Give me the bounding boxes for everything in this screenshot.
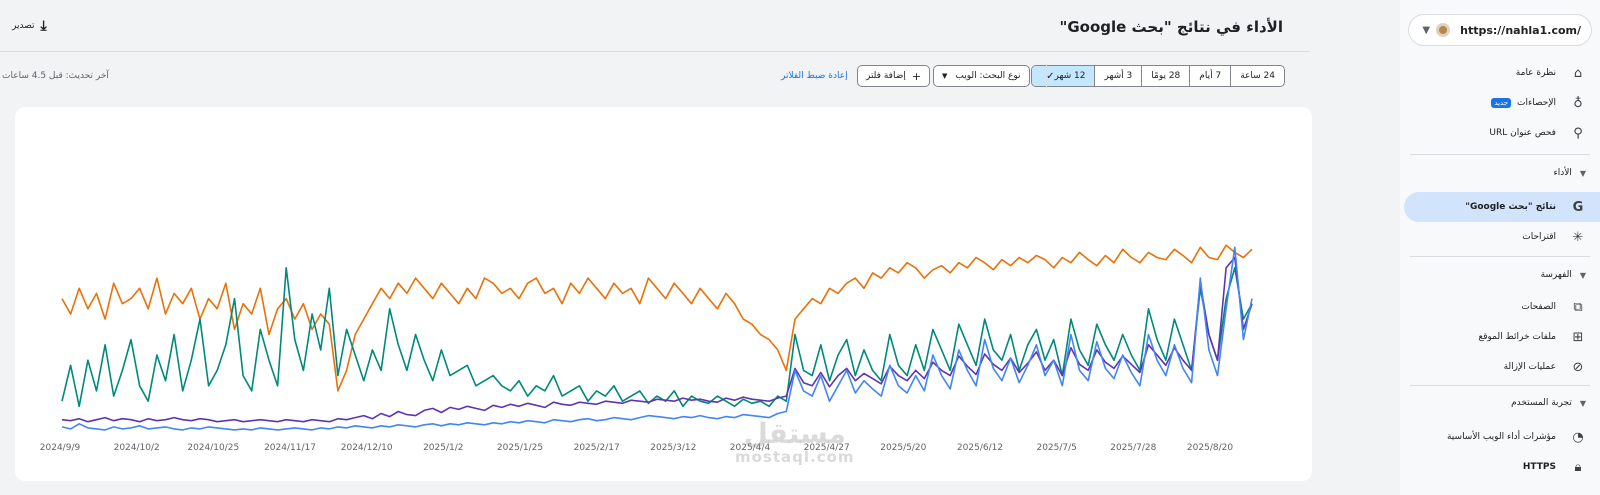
performance-card: ✓ إجمالي عدد النقرات 15.7 ألف ? ✓ إجمالي ع… <box>15 107 1312 481</box>
checkbox-icon[interactable]: ✓ <box>1132 123 1142 133</box>
x-tick-label: 2025/1/2 <box>423 443 463 453</box>
last-updated-text: آخر تحديث: قبل 4.5 ساعات <box>2 71 109 81</box>
export-label: تصدير <box>12 21 35 31</box>
x-tick-label: 2025/8/20 <box>1187 443 1233 453</box>
export-button[interactable]: تصدير ⤓ <box>12 18 47 34</box>
x-tick-label: 2025/4/27 <box>804 443 850 453</box>
range-24h[interactable]: 24 ساعة <box>1230 66 1284 86</box>
sidebar-item-suggestions[interactable]: ✳ اقتراحات <box>1400 222 1600 252</box>
x-tick-label: 2025/2/17 <box>574 443 620 453</box>
check-icon: ✓ <box>1046 70 1055 82</box>
sidebar-item-url-inspection[interactable]: ⚲ فحص عنوان URL <box>1400 118 1600 148</box>
filter-divider <box>1046 64 1047 88</box>
x-tick-label: 2024/11/17 <box>264 443 316 453</box>
series-line <box>61 246 1253 431</box>
x-tick-label: 2025/5/20 <box>880 443 926 453</box>
page-title: الأداء في نتائج "بحث Google" <box>1059 18 1284 36</box>
metric-value: 15.7 ألف <box>1176 139 1276 167</box>
series-line <box>61 244 1253 392</box>
sitemap-icon: ⊞ <box>1572 329 1584 345</box>
x-tick-label: 2025/6/12 <box>957 443 1003 453</box>
section-indexing[interactable]: ▼ الفهرسة <box>1540 270 1586 280</box>
metric-value: 9 <box>858 139 874 167</box>
home-icon: ⌂ <box>1573 65 1583 81</box>
add-filter-button[interactable]: + إضافة فلتر <box>857 65 931 87</box>
sidebar-item-insights[interactable]: ♁ الإحصاءات جديد <box>1400 88 1600 118</box>
x-tick-label: 2024/10/25 <box>187 443 239 453</box>
range-3m[interactable]: 3 أشهر <box>1094 66 1141 86</box>
metric-clicks[interactable]: ✓ إجمالي عدد النقرات 15.7 ألف ? <box>1152 107 1286 189</box>
site-favicon-icon <box>1436 23 1451 37</box>
property-selector[interactable]: https://nahla1.com/ ▼ <box>1408 14 1592 46</box>
x-tick-label: 2025/3/12 <box>650 443 696 453</box>
caret-down-icon: ▼ <box>1579 398 1586 408</box>
header-divider <box>0 51 1310 52</box>
metric-position[interactable]: ✓ متوسط موضع الإعلان 9 ? <box>750 107 884 189</box>
checkbox-icon[interactable]: ✓ <box>998 123 1008 133</box>
caret-down-icon: ▼ <box>1579 270 1586 280</box>
asterisk-icon: ✳ <box>1572 229 1584 245</box>
metric-value: 2.7% <box>947 139 1008 167</box>
download-icon: ⤓ <box>40 18 47 34</box>
sidebar-item-core-web-vitals[interactable]: ◔ مؤشرات أداء الويب الأساسية <box>1400 422 1600 452</box>
sidebar-divider <box>1410 385 1590 386</box>
x-tick-label: 2024/12/10 <box>341 443 393 453</box>
series-line <box>61 267 1253 408</box>
property-url: https://nahla1.com/ <box>1460 23 1581 37</box>
x-tick-label: 2025/1/25 <box>497 443 543 453</box>
metric-ctr[interactable]: ✓ متوسط نسبة النقر إلى ا... 2.7% ? <box>892 123 1008 180</box>
sidebar-item-pages[interactable]: ⧉ الصفحات <box>1400 292 1600 322</box>
checkbox-icon[interactable]: ✓ <box>864 123 874 133</box>
caret-down-icon: ▼ <box>1579 168 1586 178</box>
range-28d[interactable]: 28 يومًا <box>1141 66 1189 86</box>
lightbulb-icon: ♁ <box>1573 95 1583 111</box>
x-tick-label: 2025/4/4 <box>730 443 771 453</box>
lock-icon: 🔒︎ <box>1574 459 1582 475</box>
section-performance[interactable]: ▼ الأداء <box>1553 168 1586 178</box>
dropdown-arrow-icon: ▼ <box>942 72 948 80</box>
search-type-dropdown[interactable]: نوع البحث: الويب ▼ <box>933 65 1030 87</box>
x-tick-label: 2025/7/5 <box>1036 443 1076 453</box>
sidebar-item-removals[interactable]: ⊘ عمليات الإزالة <box>1400 352 1600 382</box>
main-content: الأداء في نتائج "بحث Google" تصدير ⤓ 24 … <box>0 18 1312 481</box>
eye-off-icon: ⊘ <box>1572 359 1584 375</box>
plus-icon: + <box>911 69 922 83</box>
search-icon: ⚲ <box>1573 125 1583 141</box>
checkbox-icon[interactable]: ✓ <box>1266 123 1276 133</box>
metric-impressions[interactable]: ✓ إجمالي عدد مرات الظهـ... 571 ألف ? <box>1018 107 1152 189</box>
reset-filters-link[interactable]: إعادة ضبط الفلاتر <box>781 71 848 81</box>
sidebar-divider <box>1410 256 1590 257</box>
help-icon[interactable]: ? <box>1160 169 1171 180</box>
speedometer-icon: ◔ <box>1572 429 1584 445</box>
x-tick-label: 2024/9/9 <box>40 443 81 453</box>
sidebar-item-sitemaps[interactable]: ⊞ ملفات خرائط الموقع <box>1400 322 1600 352</box>
range-7d[interactable]: 7 أيام <box>1189 66 1230 86</box>
x-tick-label: 2025/7/28 <box>1110 443 1156 453</box>
help-icon[interactable]: ? <box>758 169 769 180</box>
help-icon[interactable]: ? <box>1026 169 1037 180</box>
sidebar: https://nahla1.com/ ▼ ⌂ نظرة عامة ♁ الإح… <box>1400 0 1600 495</box>
watermark-logo: مستقل mostaql.com <box>735 417 855 467</box>
date-range-selector: 24 ساعة 7 أيام 28 يومًا 3 أشهر 12 شهر ✓ <box>1031 65 1285 87</box>
dropdown-arrow-icon: ▼ <box>1422 24 1431 36</box>
metric-value: 571 ألف <box>1049 139 1142 167</box>
section-experience[interactable]: ▼ تجربة المستخدم <box>1511 398 1586 408</box>
sidebar-divider <box>1410 154 1590 155</box>
range-12m[interactable]: 12 شهر ✓ <box>1032 66 1095 86</box>
help-icon[interactable]: ? <box>892 169 903 180</box>
sidebar-item-search-results[interactable]: G نتائج "بحث Google" <box>1404 192 1600 222</box>
x-tick-label: 2024/10/2 <box>114 443 160 453</box>
pages-icon: ⧉ <box>1573 299 1583 315</box>
new-badge: جديد <box>1491 98 1512 108</box>
google-g-icon: G <box>1572 199 1584 215</box>
sidebar-item-https[interactable]: 🔒︎ HTTPS <box>1400 452 1600 482</box>
sidebar-item-overview[interactable]: ⌂ نظرة عامة <box>1400 58 1600 88</box>
performance-chart[interactable]: 2024/9/9 2024/10/2 2024/10/25 2024/11/17 202… <box>15 107 1312 481</box>
